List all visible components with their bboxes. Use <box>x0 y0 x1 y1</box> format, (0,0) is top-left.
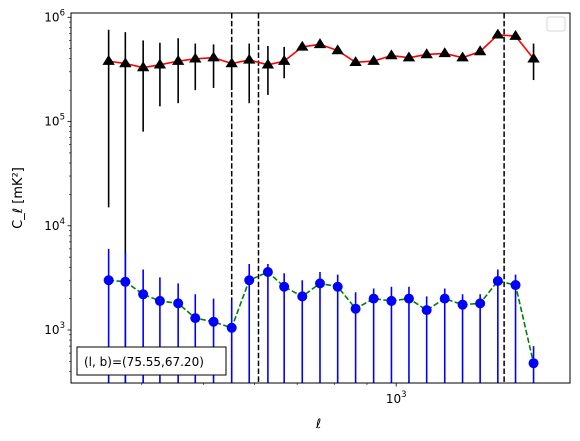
axes-frame <box>70 12 571 384</box>
series-1-point-10 <box>279 281 290 292</box>
series-1-point-4 <box>173 298 184 309</box>
series-0-point-17 <box>402 51 416 62</box>
series-1-point-17 <box>403 293 414 304</box>
series-1 <box>103 248 539 383</box>
legend-box <box>546 16 566 32</box>
series-0-point-7 <box>225 57 238 68</box>
series-0-point-10 <box>277 54 291 65</box>
series-0-point-20 <box>456 51 469 62</box>
series-1-point-22 <box>492 276 503 287</box>
series-1-point-11 <box>297 291 308 302</box>
annotation-text: (l, b)=(75.55,67.20) <box>84 355 204 369</box>
series-1-point-14 <box>350 303 361 314</box>
series-1-point-0 <box>103 275 114 286</box>
series-1-point-5 <box>190 313 201 324</box>
y-tick-label-exponent: 3 <box>60 321 65 331</box>
series-0-point-0 <box>102 54 115 65</box>
y-tick-label-base: 10 <box>44 115 59 129</box>
x-tick-label-base: 10 <box>386 392 401 406</box>
series-1-point-7 <box>226 322 237 333</box>
series-1-point-24 <box>528 358 539 369</box>
x-axis-label: ℓ <box>315 417 321 432</box>
series-1-point-23 <box>510 280 521 291</box>
y-tick-label: 106 <box>44 8 65 24</box>
series-0-point-4 <box>171 54 185 65</box>
series-0-point-3 <box>153 58 167 69</box>
series-0-point-13 <box>331 44 344 55</box>
series-1-point-2 <box>138 289 149 300</box>
series-0-point-6 <box>207 51 220 62</box>
annotation-box <box>76 346 227 376</box>
x-tick-label: 103 <box>386 390 407 406</box>
y-tick-label-base: 10 <box>44 10 59 24</box>
y-tick-label: 104 <box>44 217 65 233</box>
series-0 <box>102 28 540 383</box>
series-1-point-16 <box>386 295 397 306</box>
y-tick-label: 103 <box>44 321 65 337</box>
series-0-point-24 <box>527 52 540 63</box>
series-1-point-18 <box>421 305 432 316</box>
series-1-point-9 <box>262 267 273 278</box>
series-0-point-15 <box>367 54 380 65</box>
series-0-point-22 <box>491 28 505 39</box>
plot-area <box>102 13 540 383</box>
series-0-point-2 <box>136 61 150 72</box>
series-1-point-15 <box>368 293 379 304</box>
series-0-point-16 <box>385 49 398 60</box>
series-0-point-18 <box>420 48 433 59</box>
series-1-point-21 <box>475 298 486 309</box>
y-tick-label-exponent: 5 <box>60 113 65 123</box>
series-1-point-13 <box>332 281 343 292</box>
y-tick-label-exponent: 4 <box>60 217 65 227</box>
y-axis-label: C_ℓ [mK²] <box>11 167 26 229</box>
x-tick-label-exponent: 3 <box>401 390 406 400</box>
series-0-point-5 <box>189 52 202 63</box>
series-0-point-21 <box>473 45 487 56</box>
series-0-point-23 <box>509 29 522 40</box>
y-tick-label-exponent: 6 <box>60 8 65 18</box>
series-1-point-19 <box>439 293 450 304</box>
series-0-point-1 <box>119 57 132 68</box>
series-1-point-8 <box>244 275 255 286</box>
y-tick-label-base: 10 <box>44 219 59 233</box>
series-1-point-6 <box>208 316 219 327</box>
series-1-point-20 <box>457 299 468 310</box>
series-0-point-11 <box>296 40 309 51</box>
y-tick-label-base: 10 <box>44 323 59 337</box>
series-1-point-1 <box>120 276 131 287</box>
series-0-point-14 <box>349 56 362 67</box>
series-0-point-12 <box>313 38 327 49</box>
series-0-point-8 <box>243 53 256 64</box>
series-1-point-3 <box>154 295 165 306</box>
series-0-point-19 <box>438 47 451 58</box>
y-tick-label: 105 <box>44 113 65 129</box>
series-0-point-9 <box>261 58 275 69</box>
series-1-point-12 <box>314 278 325 289</box>
